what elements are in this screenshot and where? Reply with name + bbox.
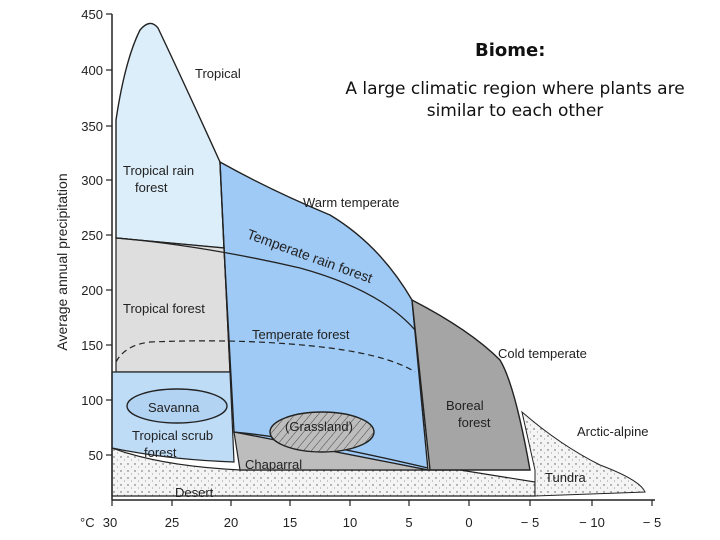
region-tropical-rain-forest bbox=[115, 22, 225, 249]
label-line: forest bbox=[144, 445, 177, 460]
x-tick-label: 20 bbox=[224, 515, 238, 530]
region-arctic-alpine bbox=[521, 410, 646, 497]
label-line: forest bbox=[135, 180, 168, 195]
x-tick-label: 0 bbox=[465, 515, 472, 530]
label-desert: Desert bbox=[175, 485, 214, 500]
label-tundra: Tundra bbox=[545, 470, 586, 485]
biome-definition: A large climatic region where plants are… bbox=[345, 79, 685, 121]
y-tick-label: 200 bbox=[81, 283, 103, 298]
region-boreal-forest bbox=[411, 298, 531, 471]
y-tick-label: 400 bbox=[81, 63, 103, 78]
y-tick-label: 100 bbox=[81, 393, 103, 408]
biome-title: Biome: bbox=[475, 40, 546, 61]
label-cold-temperate: Cold temperate bbox=[498, 346, 587, 361]
x-tick-label: 30 bbox=[103, 515, 117, 530]
x-tick-label: − 5 bbox=[643, 515, 661, 530]
label-temperate-forest: Temperate forest bbox=[252, 327, 350, 342]
label-tropical-forest: Tropical forest bbox=[123, 301, 205, 316]
x-tick-label: 15 bbox=[283, 515, 297, 530]
region-desert bbox=[111, 447, 536, 497]
region-temperate bbox=[219, 160, 429, 471]
label-tropical-scrub-forest: Tropical scrub forest bbox=[132, 428, 213, 460]
label-savanna: Savanna bbox=[148, 400, 200, 415]
label-line: forest bbox=[458, 415, 491, 430]
y-tick-label: 450 bbox=[81, 7, 103, 22]
label-tropical-rain-forest: Tropical rain forest bbox=[123, 163, 194, 195]
label-grassland: (Grassland) bbox=[285, 419, 353, 434]
y-tick-label: 150 bbox=[81, 338, 103, 353]
x-tick-label: − 10 bbox=[579, 515, 605, 530]
savanna-ellipse bbox=[126, 388, 228, 424]
label-warm-temperate: Warm temperate bbox=[303, 195, 399, 210]
y-axis-label: Average annual precipitation bbox=[54, 173, 70, 350]
label-line: Tropical scrub bbox=[132, 428, 213, 443]
y-tick-label: 350 bbox=[81, 119, 103, 134]
label-tropical: Tropical bbox=[195, 66, 241, 81]
label-line: Boreal bbox=[446, 398, 484, 413]
label-boreal-forest: Boreal forest bbox=[446, 398, 491, 430]
label-chaparral: Chaparral bbox=[245, 457, 302, 472]
dashed-boundary bbox=[115, 340, 416, 373]
x-tick-label: 25 bbox=[165, 515, 179, 530]
x-tick-label: 5 bbox=[405, 515, 412, 530]
y-tick-label: 250 bbox=[81, 228, 103, 243]
y-tick-label: 300 bbox=[81, 173, 103, 188]
y-tick-label: 50 bbox=[89, 448, 103, 463]
x-axis-unit: °C bbox=[80, 515, 95, 530]
x-tick-label: 10 bbox=[343, 515, 357, 530]
x-ticks bbox=[111, 500, 653, 506]
label-line: Tropical rain bbox=[123, 163, 194, 178]
y-ticks bbox=[106, 13, 112, 456]
grassland-ellipse bbox=[269, 411, 375, 453]
label-arctic-alpine: Arctic-alpine bbox=[577, 424, 649, 439]
x-tick-label: − 5 bbox=[521, 515, 539, 530]
